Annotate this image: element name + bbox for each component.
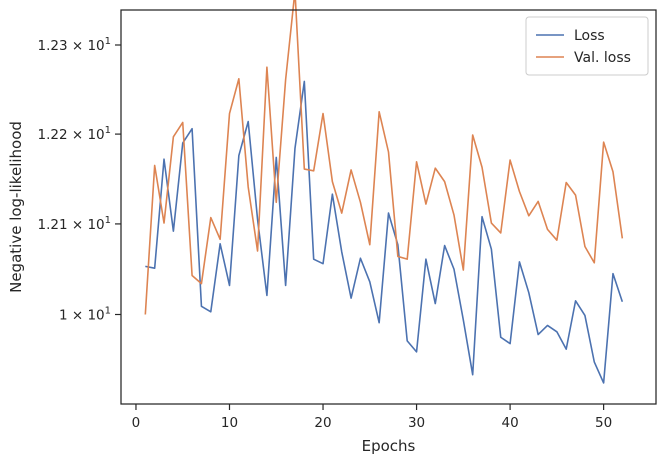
series-layer [144,0,624,384]
y-tick-label: 1.23 × 101 [37,36,111,54]
plot-frame [120,9,657,405]
y-tick-label: 1.22 × 101 [37,125,111,143]
x-tick-label: 50 [595,415,612,431]
y-tick-label: 1 × 101 [59,305,111,323]
y-axis-label: Negative log-likelihood [7,121,25,293]
x-tick-label: 20 [314,415,331,431]
x-tick-label: 10 [221,415,238,431]
x-tick-label: 30 [408,415,425,431]
series-line-1 [145,80,624,384]
y-axis: 1 × 101 1.21 × 101 1.22 × 101 1.23 × 101 [37,36,121,323]
legend-label: Val. loss [574,50,631,66]
y-tick-label: 1.21 × 101 [37,215,111,233]
legend-box [525,16,649,76]
x-tick-label: 40 [501,415,518,431]
x-axis: 0 10 20 30 40 50 [132,404,612,431]
legend-label: Loss [574,28,605,44]
legend: Loss Val. loss [525,16,649,76]
x-tick-label: 0 [132,415,141,431]
x-axis-label: Epochs [362,437,416,455]
series-line-2 [144,0,624,315]
